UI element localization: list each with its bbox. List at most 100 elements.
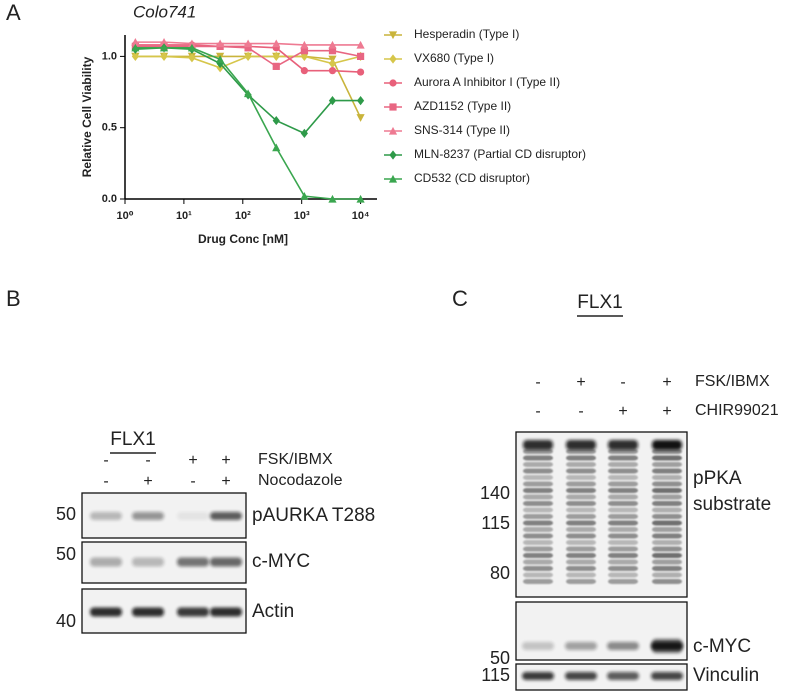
band	[566, 481, 596, 487]
band	[210, 557, 242, 567]
band	[177, 557, 209, 567]
band	[523, 449, 553, 454]
band	[607, 672, 639, 680]
band	[608, 501, 638, 506]
sign: +	[143, 473, 152, 490]
sign: -	[620, 374, 625, 391]
band	[608, 488, 638, 493]
mw-marker: 50	[490, 648, 510, 668]
band	[565, 672, 597, 680]
x-tick-label: 10¹	[176, 210, 192, 222]
marker	[356, 194, 365, 203]
band	[608, 481, 638, 487]
band	[608, 455, 638, 461]
band	[523, 566, 553, 571]
mw-marker: 50	[56, 544, 76, 564]
band	[566, 507, 596, 513]
sign: +	[576, 374, 585, 391]
x-tick-label: 10⁴	[352, 210, 370, 222]
marker	[159, 38, 169, 46]
marker	[131, 51, 139, 61]
band	[522, 642, 554, 650]
band	[608, 527, 638, 532]
marker	[272, 143, 281, 152]
row-label: c-MYC	[252, 551, 310, 572]
legend-label: Aurora A Inhibitor I (Type II)	[414, 75, 560, 89]
marker	[300, 67, 308, 75]
sign: -	[190, 473, 195, 490]
marker	[328, 47, 337, 55]
band	[652, 481, 682, 487]
marker	[356, 96, 365, 106]
band	[608, 559, 638, 565]
band	[652, 501, 682, 506]
band	[608, 475, 638, 480]
treatment-label: FSK/IBMX	[695, 373, 770, 390]
legend-label: AZD1152 (Type II)	[414, 99, 511, 113]
band	[210, 607, 242, 617]
band	[652, 514, 682, 519]
legend-label: SNS-314 (Type II)	[414, 123, 510, 137]
treatment-label: FSK/IBMX	[258, 451, 333, 468]
band	[652, 533, 682, 539]
band	[566, 455, 596, 461]
band	[608, 514, 638, 519]
band	[566, 494, 596, 500]
band	[651, 672, 683, 680]
band	[566, 533, 596, 539]
band	[90, 557, 122, 567]
band	[566, 579, 596, 584]
band	[523, 507, 553, 513]
marker	[300, 192, 309, 200]
band	[608, 462, 638, 467]
marker	[272, 62, 280, 70]
band	[132, 557, 164, 567]
band	[652, 449, 682, 454]
band	[608, 507, 638, 513]
band	[608, 553, 638, 558]
sign: -	[535, 374, 540, 391]
series-line	[135, 55, 362, 119]
mw-marker: 40	[56, 611, 76, 631]
band	[566, 488, 596, 493]
band	[523, 488, 553, 493]
band	[566, 440, 596, 450]
marker	[328, 58, 337, 69]
blot-box	[515, 601, 688, 661]
marker	[300, 47, 308, 55]
marker	[328, 96, 337, 106]
band	[566, 520, 596, 526]
band	[608, 449, 638, 454]
band	[90, 607, 122, 617]
band	[652, 455, 682, 461]
band	[132, 607, 164, 617]
sign: -	[578, 403, 583, 420]
band	[522, 672, 554, 680]
band	[523, 520, 553, 526]
band	[523, 501, 553, 506]
marker	[131, 38, 140, 46]
band	[652, 507, 682, 513]
sign: +	[662, 403, 671, 420]
row-label: substrate	[693, 494, 771, 515]
cell-line: FLX1	[577, 292, 622, 313]
band	[652, 639, 682, 653]
band	[210, 512, 242, 520]
band	[652, 440, 682, 450]
band	[177, 607, 209, 617]
panel-label: C	[452, 286, 468, 311]
band	[652, 475, 682, 480]
marker	[159, 43, 169, 52]
band	[608, 520, 638, 526]
chart-title: Colo741	[133, 2, 196, 21]
y-axis-title: Relative Cell Viability	[80, 56, 94, 177]
marker	[272, 115, 280, 126]
marker	[356, 114, 365, 122]
marker	[328, 40, 337, 49]
panel-label: A	[6, 0, 21, 25]
legend-label: Hesperadin (Type I)	[414, 27, 519, 41]
marker	[244, 44, 252, 52]
panel-label: B	[6, 286, 21, 311]
sign: -	[103, 473, 108, 490]
